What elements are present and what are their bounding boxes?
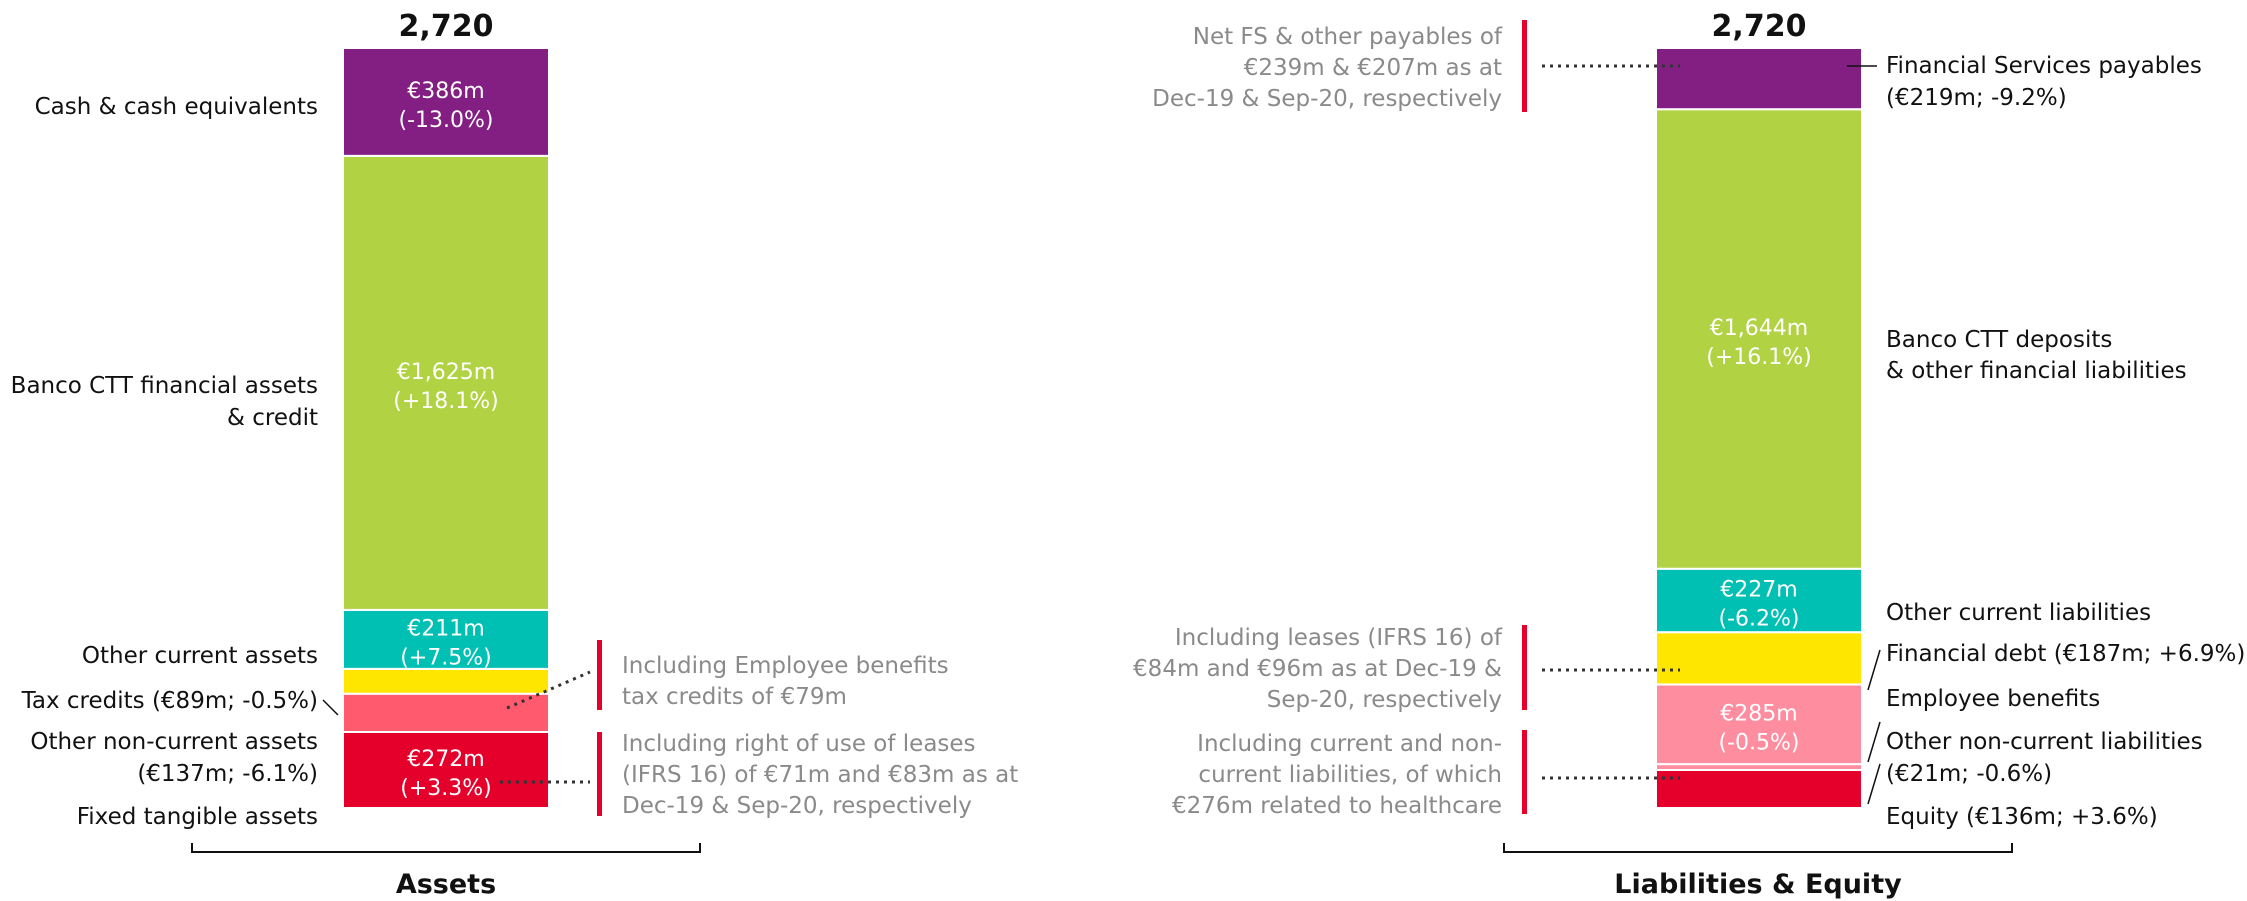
leader-line	[1867, 649, 1881, 691]
note-text: tax credits of €79m	[622, 684, 847, 710]
segment-category-label: Banco CTT financial assets	[11, 373, 318, 399]
note-text: €239m & €207m as at	[1244, 55, 1502, 81]
segment-category-label: Cash & cash equivalents	[35, 94, 318, 120]
segment-change-label: (-13.0%)	[399, 108, 494, 133]
axis-bracket	[1503, 843, 2013, 853]
note-text: Net FS & other payables of	[1193, 24, 1503, 50]
note-text: Dec-19 & Sep-20, respectively	[622, 793, 972, 819]
note-text: €276m related to healthcare	[1172, 793, 1502, 819]
segment-category-label: Other current assets	[82, 643, 318, 669]
segment-category-label: Other current liabilities	[1886, 600, 2151, 626]
note-accent-bar	[1522, 730, 1527, 814]
note-text: Including current and non-	[1197, 731, 1502, 757]
segment-change-label: (-0.5%)	[1719, 730, 1800, 755]
segment-category-label: & other financial liabilities	[1886, 358, 2187, 384]
segment-value-label: €272m	[407, 747, 484, 772]
annotations-layer: €272m (+3.3%) €211m (+7.5%) €1,625m (+18.1%) €…	[11, 9, 2246, 900]
segment-category-label: Financial Services payables	[1886, 53, 2202, 79]
column-total: 2,720	[399, 9, 494, 44]
category-label: Liabilities & Equity	[1614, 869, 1902, 900]
segments-layer	[342, 47, 1863, 809]
segment-category-label: Equity (€136m; +3.6%)	[1886, 804, 2158, 830]
leader-line	[322, 699, 339, 716]
bar-segment	[342, 608, 550, 670]
note-accent-bar	[597, 732, 602, 816]
note-accent-bar	[1522, 20, 1527, 112]
note-text: Sep-20, respectively	[1267, 687, 1502, 713]
bar-segment	[342, 47, 550, 157]
segment-value-label: €1,644m	[1710, 316, 1808, 341]
bar-segment	[342, 731, 550, 809]
column-total: 2,720	[1712, 9, 1807, 44]
note-text: (IFRS 16) of €71m and €83m as at	[622, 762, 1018, 788]
segment-value-label: €386m	[407, 79, 484, 104]
note-accent-bar	[597, 640, 602, 710]
bar-segment	[1655, 108, 1863, 570]
segment-change-label: (+18.1%)	[393, 389, 499, 414]
bar-segment	[1655, 47, 1863, 111]
segment-category-label: Employee benefits	[1886, 686, 2100, 712]
segment-category-label: Tax credits (€89m; -0.5%)	[21, 688, 318, 714]
axis-bracket	[191, 843, 701, 853]
note-text: Dec-19 & Sep-20, respectively	[1152, 86, 1502, 112]
bar-segment	[1655, 768, 1863, 809]
bar-segment	[1655, 631, 1863, 686]
segment-change-label: (+7.5%)	[400, 645, 492, 670]
segment-category-label: Other non-current liabilities	[1886, 729, 2203, 755]
segment-category-label: (€137m; -6.1%)	[137, 761, 318, 787]
segment-change-label: (-6.2%)	[1719, 606, 1800, 631]
leader-line	[1867, 763, 1881, 805]
segment-category-label: & credit	[227, 405, 318, 431]
bar-segment	[342, 667, 550, 695]
segment-value-label: €1,625m	[397, 360, 495, 385]
segment-category-label: (€21m; -0.6%)	[1886, 761, 2052, 787]
segment-value-label: €285m	[1720, 701, 1797, 726]
segment-value-label: €211m	[407, 616, 484, 641]
note-text: Including right of use of leases	[622, 731, 976, 757]
note-text: Including leases (IFRS 16) of	[1175, 625, 1503, 651]
note-text: €84m and €96m as at Dec-19 &	[1133, 656, 1502, 682]
segment-change-label: (+3.3%)	[400, 776, 492, 801]
segment-category-label: Financial debt (€187m; +6.9%)	[1886, 641, 2245, 667]
note-accent-bar	[1522, 625, 1527, 710]
segment-category-label: Fixed tangible assets	[77, 804, 318, 830]
category-label: Assets	[396, 869, 496, 900]
segment-category-label: Banco CTT deposits	[1886, 327, 2112, 353]
segment-change-label: (+16.1%)	[1706, 345, 1812, 370]
bar-segment	[342, 692, 550, 733]
note-text: Including Employee benefits	[622, 653, 949, 679]
segment-category-label: Other non-current assets	[30, 729, 318, 755]
leader-line	[1867, 721, 1881, 763]
bar-segment	[1655, 567, 1863, 634]
note-text: current liabilities, of which	[1198, 762, 1502, 788]
segment-value-label: €227m	[1720, 577, 1797, 602]
segment-category-label: (€219m; -9.2%)	[1886, 85, 2067, 111]
